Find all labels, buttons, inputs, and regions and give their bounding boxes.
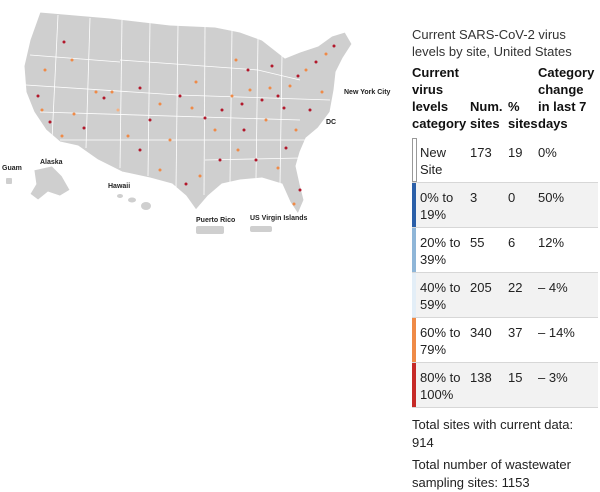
row-num: 173: [470, 138, 508, 183]
swatch-60-79: [412, 318, 416, 362]
panel-title: Current SARS-CoV-2 virus levels by site,…: [412, 27, 572, 59]
header-pct-sites: % sites: [508, 99, 538, 131]
row-pct: 6: [508, 227, 538, 273]
row-change: – 14%: [538, 317, 598, 363]
row-pct: 19: [508, 138, 538, 183]
row-change: 50%: [538, 182, 598, 228]
row-change: – 4%: [538, 272, 598, 318]
label-hawaii: Hawaii: [108, 183, 130, 190]
swatch-new-site: [412, 138, 417, 182]
label-nyc: New York City: [344, 89, 391, 96]
label-puerto-rico: Puerto Rico: [196, 217, 235, 224]
row-num: 55: [470, 227, 508, 273]
header-change: Category change in last 7 days: [538, 65, 595, 131]
swatch-80-100: [412, 363, 416, 407]
row-change: 12%: [538, 227, 598, 273]
label-alaska: Alaska: [40, 159, 63, 166]
label-virgin-islands: US Virgin Islands: [250, 215, 308, 222]
row-category: 60% to 79%: [420, 325, 461, 357]
row-category: New Site: [420, 145, 447, 177]
legend-row-40-59: 40% to 59% 205 22 – 4%: [412, 272, 598, 318]
row-pct: 0: [508, 182, 538, 228]
swatch-40-59: [412, 273, 416, 317]
site-dots: [36, 40, 336, 206]
row-category: 40% to 59%: [420, 280, 461, 312]
legend-row-80-100: 80% to 100% 138 15 – 3%: [412, 362, 598, 408]
legend-row-20-39: 20% to 39% 55 6 12%: [412, 227, 598, 273]
contiguous-us-shape: [23, 11, 353, 216]
header-num-sites: Num. sites: [470, 99, 503, 131]
legend-table: Current virus levels category Num. sites…: [412, 64, 598, 408]
total-sampling-sites: Total number of wastewater sampling site…: [412, 457, 571, 490]
us-site-map: Guam Alaska Hawaii Puerto Rico US Virgin…: [2, 11, 391, 234]
row-category: 0% to 19%: [420, 190, 454, 222]
hawaii-shape: [117, 194, 151, 210]
row-category: 80% to 100%: [420, 370, 461, 402]
row-num: 340: [470, 317, 508, 363]
row-pct: 15: [508, 362, 538, 408]
row-num: 3: [470, 182, 508, 228]
legend-header-row: Current virus levels category Num. sites…: [412, 64, 598, 138]
row-pct: 37: [508, 317, 538, 363]
row-num: 138: [470, 362, 508, 408]
label-guam: Guam: [2, 165, 22, 172]
row-num: 205: [470, 272, 508, 318]
territory-shapes: [6, 178, 272, 234]
legend-row-new-site: New Site 173 19 0%: [412, 138, 598, 183]
row-category: 20% to 39%: [420, 235, 461, 267]
header-category: Current virus levels category: [412, 65, 467, 131]
row-pct: 22: [508, 272, 538, 318]
row-change: – 3%: [538, 362, 598, 408]
alaska-shape: [29, 165, 71, 201]
legend-row-60-79: 60% to 79% 340 37 – 14%: [412, 317, 598, 363]
legend-row-0-19: 0% to 19% 3 0 50%: [412, 182, 598, 228]
row-change: 0%: [538, 138, 598, 183]
total-current-sites: Total sites with current data: 914: [412, 417, 574, 450]
legend-panel: Current SARS-CoV-2 virus levels by site,…: [412, 26, 598, 492]
swatch-0-19: [412, 183, 416, 227]
state-borders: [25, 14, 331, 196]
label-dc: DC: [326, 119, 336, 126]
swatch-20-39: [412, 228, 416, 272]
